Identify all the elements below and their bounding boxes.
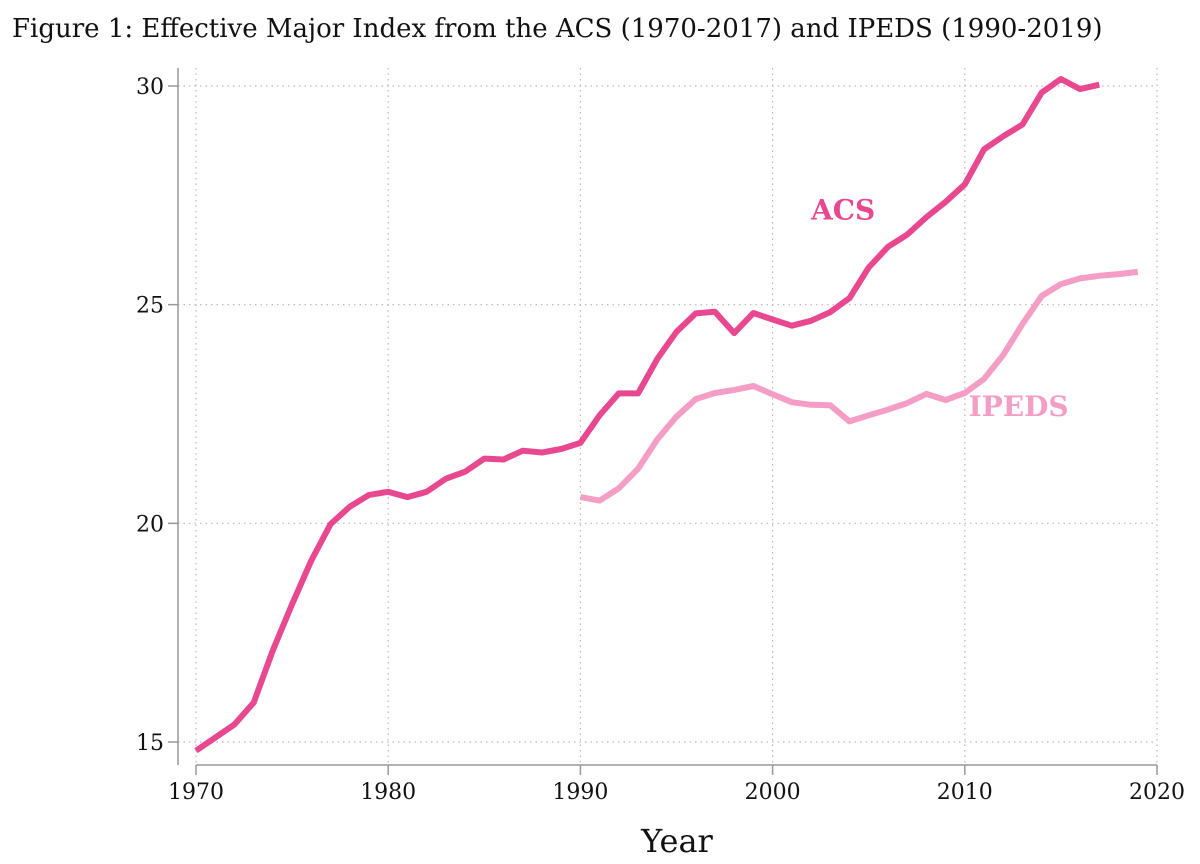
series-label-ipeds: IPEDS	[969, 390, 1069, 423]
series-line-acs	[194, 76, 1100, 754]
y-tick-label: 25	[136, 294, 164, 319]
x-tick-label: 1980	[360, 780, 416, 805]
axis-layer: 15 20 25 30 1970 1980 1990 2000 2010 2020	[136, 68, 1185, 805]
y-tick-label: 15	[136, 731, 164, 756]
chart-title: Figure 1: Effective Major Index from the…	[12, 14, 1103, 44]
x-axis-title: Year	[640, 822, 713, 860]
series-line-ipeds	[579, 268, 1139, 504]
y-tick-label: 20	[136, 512, 164, 537]
y-tick-label: 30	[136, 75, 164, 100]
x-tick-label: 2010	[937, 780, 993, 805]
x-tick-label: 2000	[745, 780, 801, 805]
x-tick-label: 1970	[168, 780, 224, 805]
x-tick-label: 1990	[552, 780, 608, 805]
series-label-acs: ACS	[810, 193, 875, 226]
series-layer	[194, 76, 1139, 754]
x-tick-label: 2020	[1129, 780, 1185, 805]
label-layer: ACS IPEDS	[810, 193, 1069, 423]
